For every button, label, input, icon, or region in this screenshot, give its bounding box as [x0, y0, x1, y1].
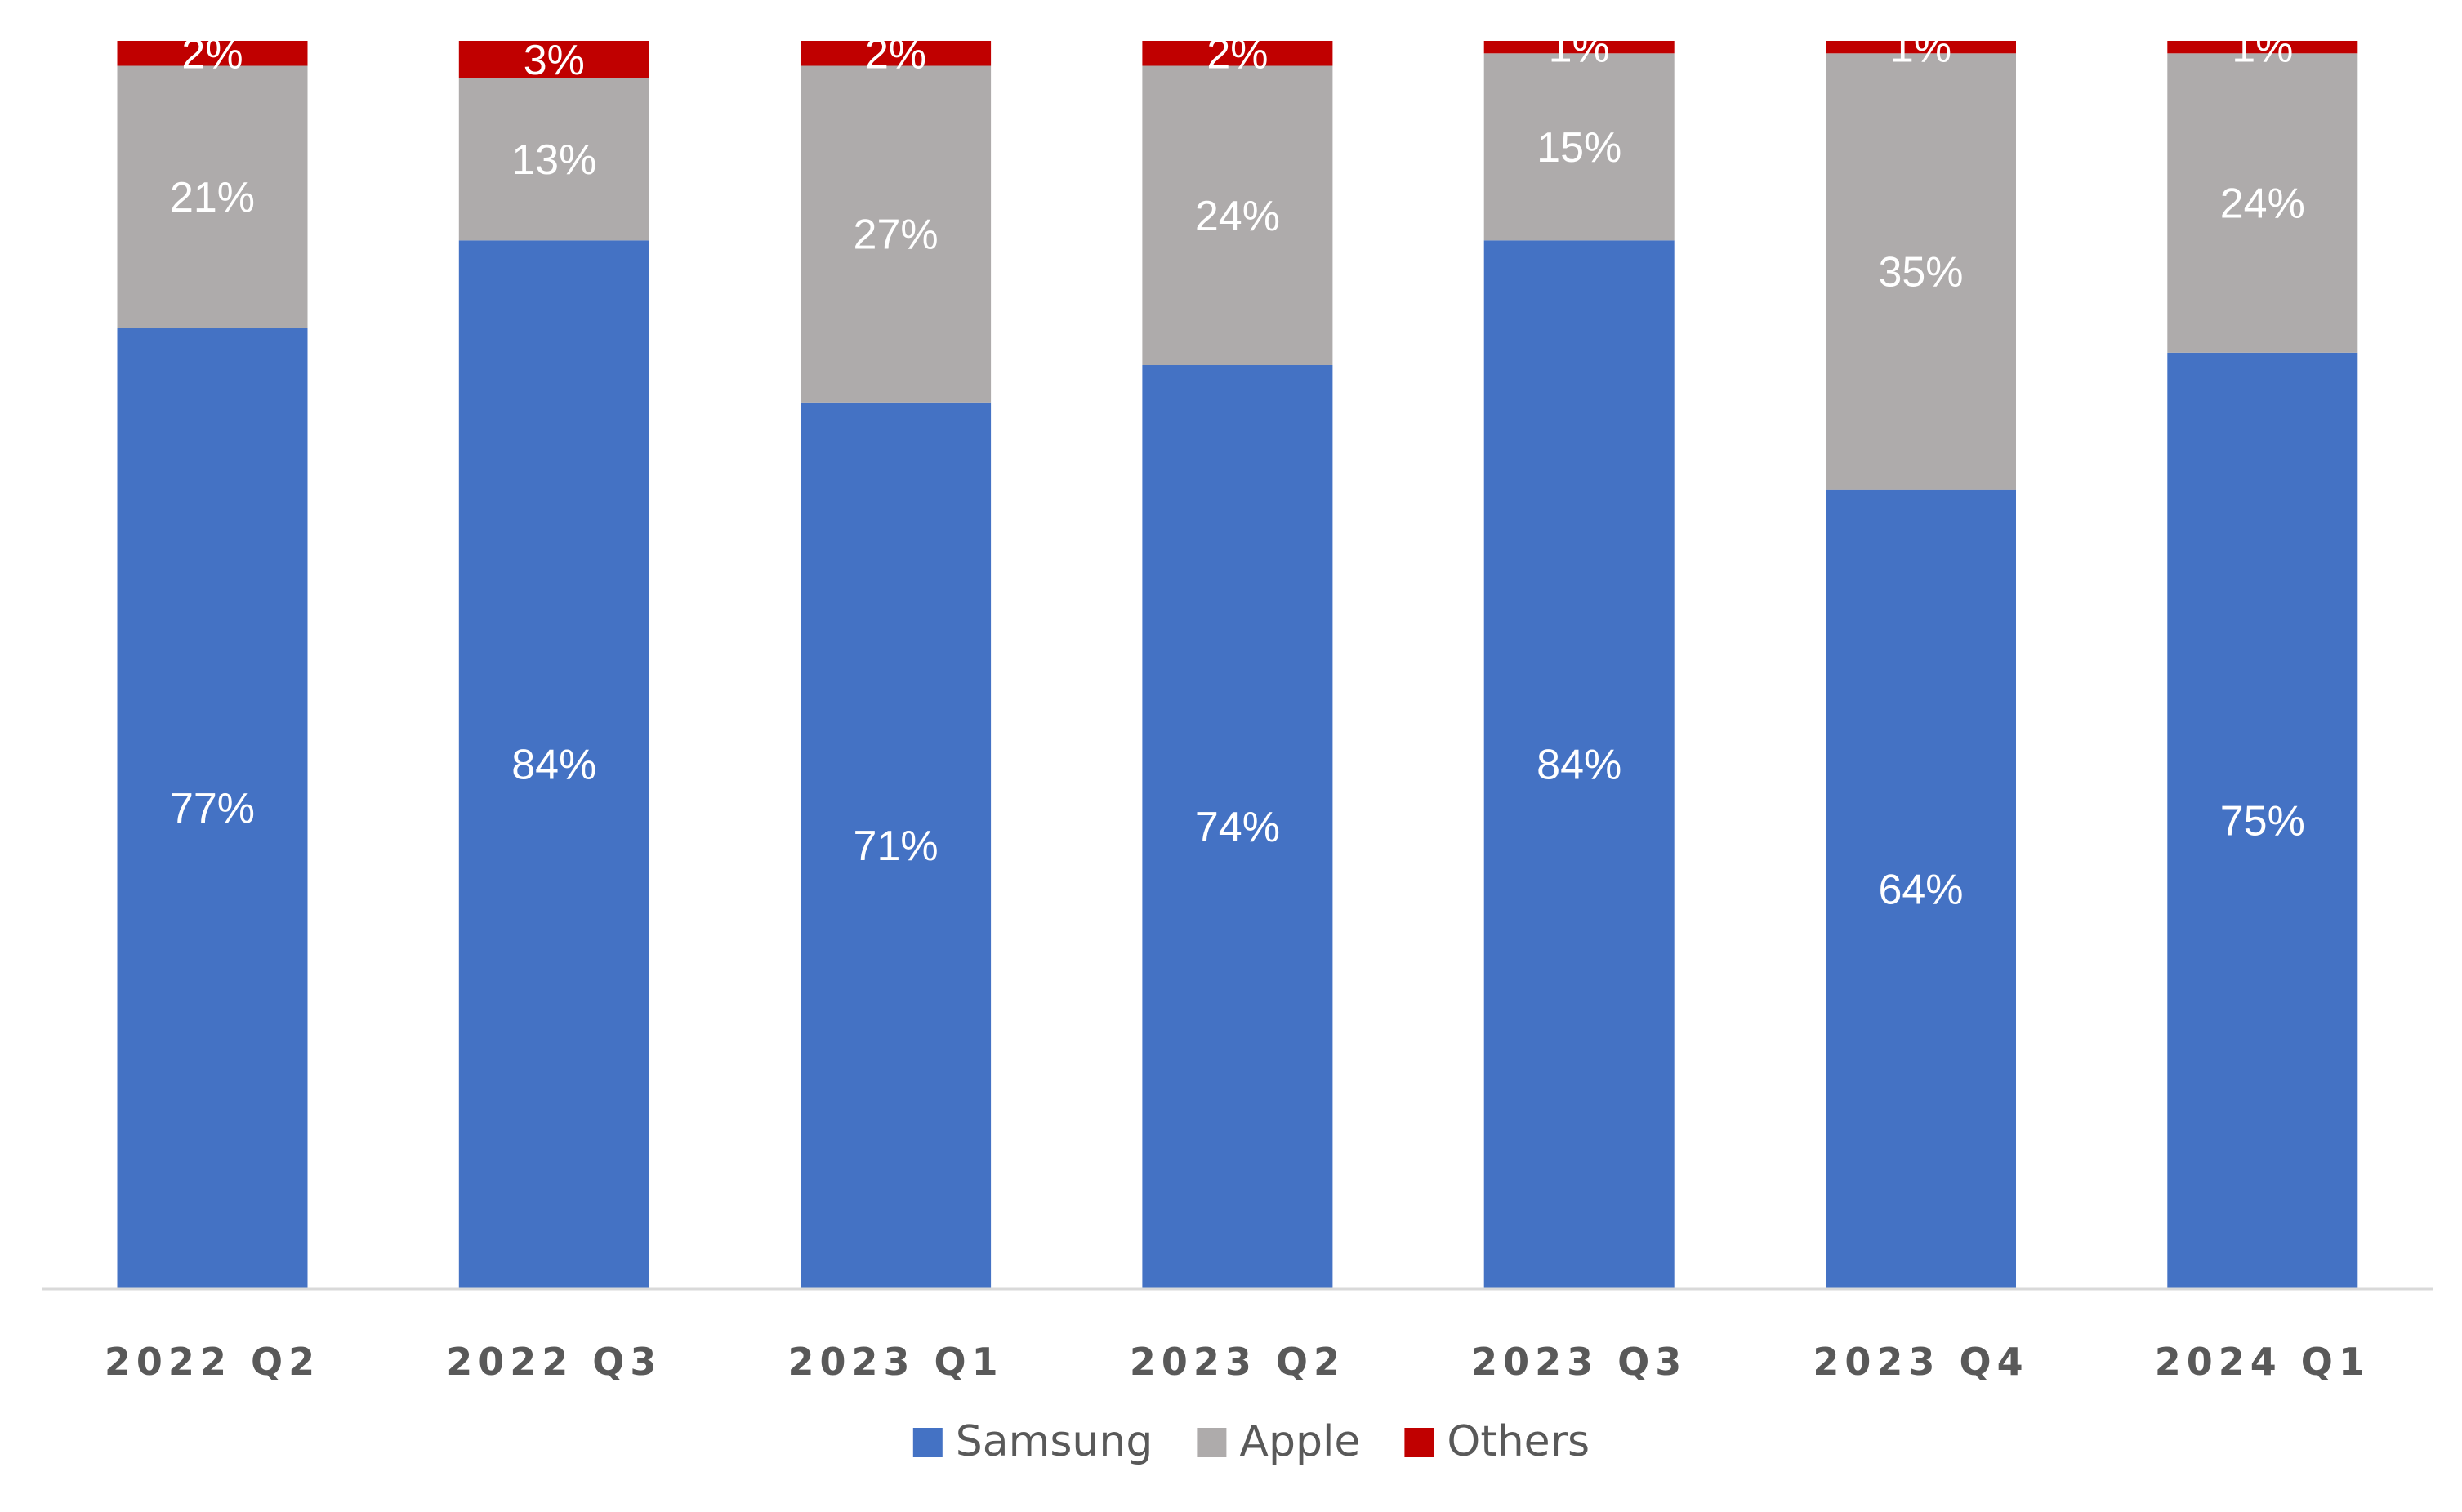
- bar-segment-apple-2022-q2: [117, 65, 308, 328]
- data-label-apple-2022-q3: 13%: [511, 136, 596, 184]
- data-label-others-2023-q3: 1%: [1549, 25, 1610, 72]
- bar-segment-samsung-2023-q3: [1483, 240, 1675, 1288]
- bar-segment-apple-2023-q1: [801, 65, 992, 403]
- bar-segment-others-2023-q4: [1826, 41, 2016, 54]
- legend-label-others: Others: [1447, 1417, 1590, 1466]
- bar-segment-apple-2022-q3: [458, 78, 649, 241]
- bar-segment-apple-2023-q4: [1826, 53, 2016, 490]
- bar-segment-others-2023-q1: [801, 41, 992, 66]
- bar-segment-others-2023-q3: [1483, 41, 1675, 54]
- bar-segment-apple-2023-q2: [1142, 65, 1333, 365]
- bars-group: [117, 41, 2358, 1289]
- x-tick-label: 2022 Q2: [105, 1340, 320, 1384]
- data-label-apple-2023-q4: 35%: [1878, 249, 1963, 297]
- data-label-others-2023-q2: 2%: [1206, 30, 1268, 78]
- bar-segment-samsung-2023-q2: [1142, 365, 1333, 1288]
- x-tick-label: 2023 Q2: [1130, 1340, 1345, 1384]
- data-labels-group: 77% 21% 2% 84% 13% 3% 71% 27% 2% 74% 24% 2% 84% 15% 1%…: [170, 25, 2305, 914]
- bar-segment-samsung-2022-q3: [458, 240, 649, 1288]
- data-label-samsung-2023-q2: 74%: [1195, 804, 1280, 851]
- bar-segment-apple-2024-q1: [2167, 53, 2358, 353]
- bar-segment-apple-2023-q3: [1483, 53, 1675, 241]
- data-label-apple-2023-q3: 15%: [1537, 124, 1621, 172]
- x-tick-label: 2023 Q3: [1471, 1340, 1687, 1384]
- data-label-others-2023-q4: 1%: [1890, 25, 1951, 72]
- legend: Samsung Apple Others: [912, 1417, 1590, 1466]
- bar-segment-samsung-2024-q1: [2167, 352, 2358, 1289]
- data-label-others-2024-q1: 1%: [2232, 25, 2293, 72]
- x-tick-label: 2023 Q1: [788, 1340, 1004, 1384]
- data-label-others-2022-q3: 3%: [524, 37, 585, 84]
- legend-swatch-others: [1404, 1428, 1434, 1457]
- bar-segment-samsung-2023-q4: [1826, 489, 2016, 1288]
- bar-segment-others-2023-q2: [1142, 41, 1333, 66]
- x-tick-labels-group: 2022 Q2 2022 Q3 2023 Q1 2023 Q2 2023 Q3 2023 …: [105, 1340, 2371, 1384]
- bar-segment-others-2022-q3: [458, 41, 649, 78]
- legend-swatch-samsung: [912, 1428, 943, 1457]
- legend-label-apple: Apple: [1239, 1417, 1360, 1466]
- legend-swatch-apple: [1197, 1428, 1227, 1457]
- data-label-apple-2023-q2: 24%: [1195, 193, 1280, 240]
- data-label-samsung-2022-q2: 77%: [170, 785, 255, 832]
- bar-segment-others-2024-q1: [2167, 41, 2358, 54]
- data-label-apple-2024-q1: 24%: [2220, 181, 2305, 228]
- bar-segment-samsung-2022-q2: [117, 328, 308, 1289]
- data-label-samsung-2023-q4: 64%: [1878, 866, 1963, 913]
- data-label-apple-2023-q1: 27%: [854, 212, 939, 259]
- x-tick-label: 2024 Q1: [2155, 1340, 2371, 1384]
- data-label-samsung-2022-q3: 84%: [511, 742, 596, 789]
- x-tick-label: 2022 Q3: [446, 1340, 662, 1384]
- x-tick-label: 2023 Q4: [1813, 1340, 2028, 1384]
- data-label-others-2022-q2: 2%: [181, 30, 243, 78]
- data-label-samsung-2023-q1: 71%: [854, 823, 939, 870]
- data-label-samsung-2024-q1: 75%: [2220, 797, 2305, 845]
- data-label-apple-2022-q2: 21%: [170, 174, 255, 221]
- legend-label-samsung: Samsung: [956, 1417, 1153, 1466]
- data-label-others-2023-q1: 2%: [865, 30, 926, 78]
- bar-segment-others-2022-q2: [117, 41, 308, 66]
- data-label-samsung-2023-q3: 84%: [1537, 742, 1621, 789]
- bar-segment-samsung-2023-q1: [801, 402, 992, 1288]
